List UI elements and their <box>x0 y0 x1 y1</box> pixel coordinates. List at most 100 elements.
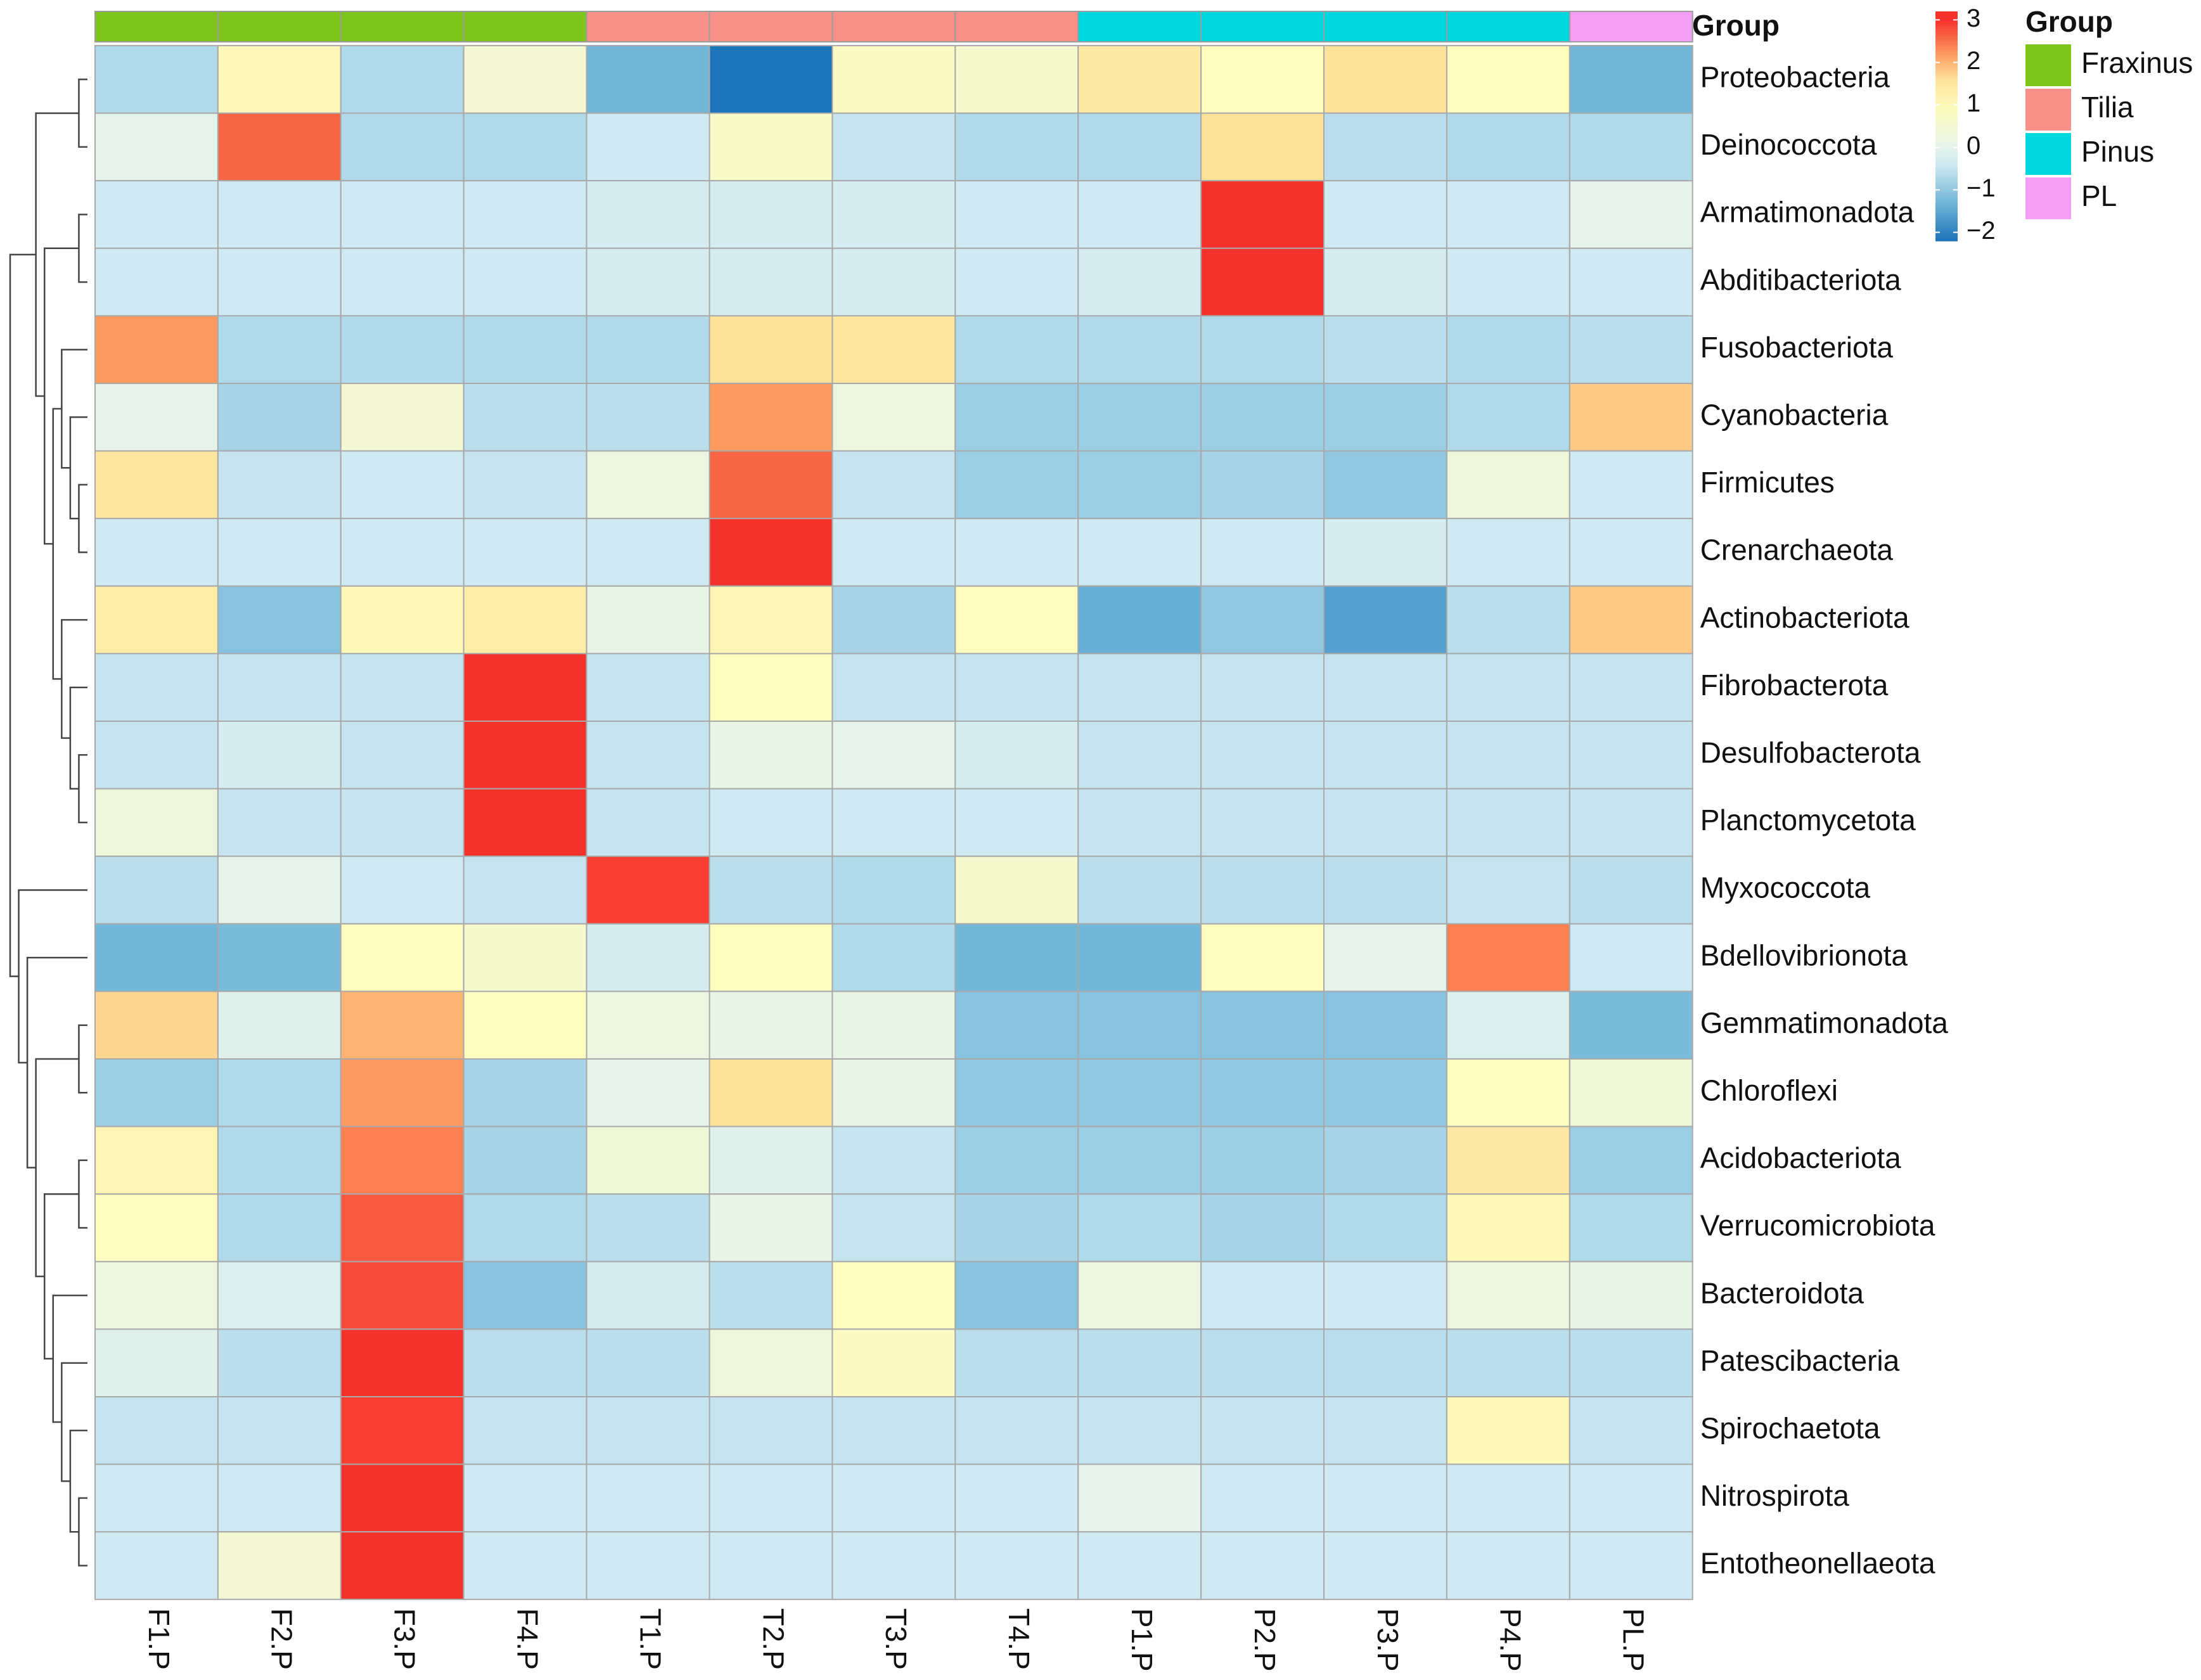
heatmap-cell <box>954 991 1079 1060</box>
color-scale-segment <box>1935 14 1958 17</box>
heatmap-cell <box>1200 1463 1325 1533</box>
heatmap-cell <box>1077 518 1202 587</box>
color-scale-segment <box>1935 182 1958 186</box>
heatmap-cell <box>463 180 587 249</box>
heatmap-cell <box>1569 1463 1693 1533</box>
heatmap-cell <box>1200 1193 1325 1262</box>
dendrogram-branch <box>18 889 87 1064</box>
heatmap-cell <box>709 518 833 587</box>
color-scale-segment <box>1935 72 1958 76</box>
legend-label-fraxinus: Fraxinus <box>2081 46 2193 79</box>
heatmap-cell <box>1323 518 1447 587</box>
dendrogram-branch <box>61 1362 87 1482</box>
heatmap-cell <box>340 1328 465 1397</box>
heatmap-cell <box>463 45 587 114</box>
heatmap-cell <box>586 1463 710 1533</box>
heatmap-cell <box>463 1193 587 1262</box>
color-scale-segment <box>1935 93 1958 96</box>
heatmap-cell <box>954 180 1079 249</box>
color-scale-segment <box>1935 162 1958 165</box>
heatmap-cell <box>1446 1463 1570 1533</box>
heatmap-cell <box>1446 383 1570 452</box>
heatmap-cell <box>954 518 1079 587</box>
heatmap-cell <box>586 1531 710 1600</box>
heatmap-cell <box>463 1531 587 1600</box>
color-scale-segment <box>1935 139 1958 142</box>
color-scale-segment <box>1935 65 1958 68</box>
color-scale-segment <box>1935 16 1958 20</box>
heatmap-cell <box>709 1531 833 1600</box>
heatmap-cell <box>1200 1328 1325 1397</box>
dendrogram-branch <box>35 112 79 397</box>
heatmap-cell <box>94 450 219 520</box>
heatmap-cell <box>586 788 710 857</box>
heatmap-cell <box>94 247 219 317</box>
legend-swatch-pinus <box>2025 133 2071 175</box>
color-scale-segment <box>1935 80 1958 84</box>
color-scale-segment <box>1935 100 1958 104</box>
color-scale-segment <box>1935 27 1958 30</box>
heatmap-cell <box>586 315 710 384</box>
heatmap-cell <box>1077 247 1202 317</box>
dendrogram-branch <box>35 1058 79 1278</box>
row-label: Desulfobacterota <box>1700 736 1921 769</box>
heatmap-cell <box>1569 721 1693 790</box>
heatmap-cell <box>709 653 833 722</box>
color-scale-segment <box>1935 90 1958 94</box>
heatmap-cell <box>1569 1396 1693 1465</box>
row-label: Fibrobacterota <box>1700 669 1889 702</box>
heatmap-cell <box>1569 856 1693 925</box>
heatmap-cell <box>831 112 956 182</box>
heatmap-cell <box>831 518 956 587</box>
heatmap-cell <box>586 991 710 1060</box>
heatmap-cell <box>954 653 1079 722</box>
color-scale-segment <box>1935 67 1958 71</box>
heatmap-cell <box>1446 247 1570 317</box>
heatmap-cell <box>954 585 1079 655</box>
heatmap-cell <box>1077 991 1202 1060</box>
color-scale-segment <box>1935 187 1958 191</box>
heatmap-cell <box>586 923 710 992</box>
heatmap-cell <box>954 315 1079 384</box>
row-label: Fusobacteriota <box>1700 331 1894 364</box>
heatmap-cell <box>340 1058 465 1127</box>
heatmap-cell <box>586 383 710 452</box>
heatmap-cells <box>94 45 1693 1600</box>
heatmap-cell <box>1200 247 1325 317</box>
heatmap-cell <box>586 1328 710 1397</box>
heatmap-cell <box>1077 45 1202 114</box>
heatmap-cell <box>217 1328 342 1397</box>
heatmap-cell <box>1077 1463 1202 1533</box>
heatmap-cell <box>831 45 956 114</box>
heatmap-cell <box>217 1125 342 1195</box>
color-scale-segment <box>1935 123 1958 127</box>
heatmap-cell <box>1077 1193 1202 1262</box>
heatmap-cell <box>1446 518 1570 587</box>
heatmap-cell <box>1446 991 1570 1060</box>
color-scale-segment <box>1935 44 1958 48</box>
heatmap-cell <box>709 247 833 317</box>
color-scale-tick-label: 2 <box>1967 47 1980 75</box>
color-scale-segment <box>1935 205 1958 208</box>
heatmap-cell <box>340 1396 465 1465</box>
heatmap-cell <box>1569 1328 1693 1397</box>
heatmap-cell <box>831 247 956 317</box>
heatmap-cell <box>340 585 465 655</box>
dendrogram-branch <box>61 349 87 469</box>
column-label: PL.P <box>1617 1608 1650 1672</box>
color-scale-segment <box>1935 47 1958 51</box>
dendrogram-branch <box>52 1294 87 1423</box>
heatmap-cell <box>586 180 710 249</box>
annotation-cell-PL.P <box>1569 11 1693 42</box>
column-label: P3.P <box>1371 1608 1404 1672</box>
row-label: Actinobacteriota <box>1700 601 1909 634</box>
dendrogram-branch <box>52 407 62 680</box>
color-scale-segment <box>1935 103 1958 106</box>
heatmap-cell <box>217 788 342 857</box>
heatmap-cell <box>831 856 956 925</box>
annotation-cell-P1.P <box>1077 11 1202 42</box>
heatmap-cell <box>954 788 1079 857</box>
heatmap-cell <box>94 1396 219 1465</box>
annotation-cell-P3.P <box>1323 11 1447 42</box>
